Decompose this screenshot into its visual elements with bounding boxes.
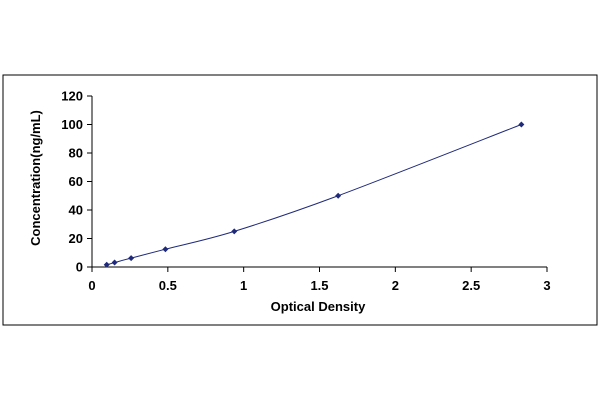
y-tick-label: 60 [69,174,83,189]
y-axis-title: Concentration(ng/mL) [28,110,43,246]
x-tick-label: 1.5 [310,278,328,293]
x-tick-label: 1 [240,278,247,293]
data-point [231,228,238,235]
plot-layer: 0 20 40 60 80 100 120 0 0.5 1 1.5 2 2.5 3 [61,89,550,294]
data-point [128,255,135,262]
x-tick-label: 3 [543,278,550,293]
y-tick-label: 20 [69,231,83,246]
x-axis-title: Optical Density [271,299,366,314]
data-point [103,261,110,268]
data-point [335,192,342,199]
chart-area-border [2,74,598,326]
y-tick-label: 40 [69,203,83,218]
y-tick-label: 80 [69,146,83,161]
data-point [111,259,118,266]
data-point [518,121,525,128]
y-tick-label: 0 [76,260,83,275]
data-point [162,246,169,253]
y-tick-label: 120 [61,89,83,104]
x-tick-label: 0 [88,278,95,293]
x-tick-label: 2 [392,278,399,293]
x-tick-label: 2.5 [462,278,480,293]
x-tick-label: 0.5 [159,278,177,293]
y-tick-label: 100 [61,117,83,132]
